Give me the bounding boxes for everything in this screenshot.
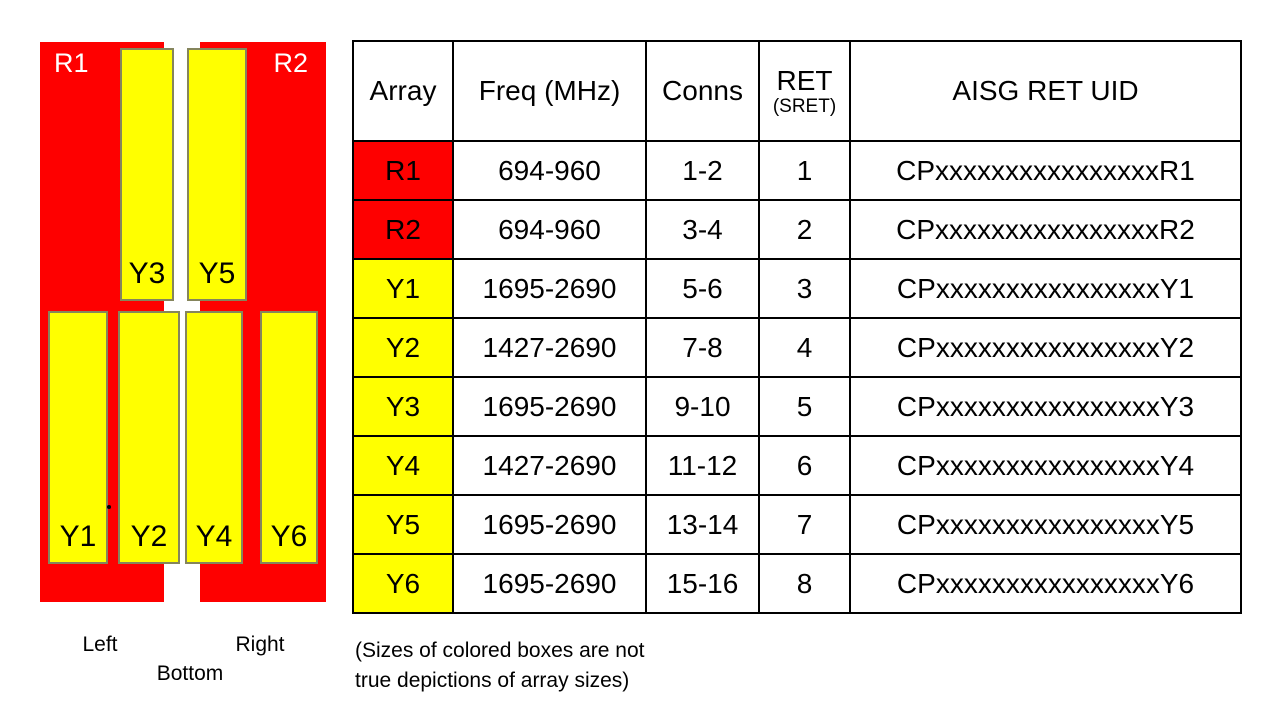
cell-conns: 13-14 (645, 494, 760, 555)
stray-dot-mark (107, 505, 111, 509)
cell-uid: CPxxxxxxxxxxxxxxxxY5 (849, 494, 1242, 555)
cell-ret: 8 (758, 553, 851, 614)
cell-array: R1 (352, 140, 454, 201)
orientation-label-left: Left (82, 633, 118, 656)
cell-array: Y5 (352, 494, 454, 555)
orientation-label-bottom: Bottom (156, 662, 224, 685)
cell-ret: 5 (758, 376, 851, 437)
array-spec-table: Array Freq (MHz) Conns RET (SRET) AISG R… (352, 40, 1242, 614)
note-line-1: (Sizes of colored boxes are not (355, 639, 645, 662)
cell-freq: 1695-2690 (452, 258, 647, 319)
table-row-y5: Y5 1695-2690 13-14 7 CPxxxxxxxxxxxxxxxxY… (352, 494, 1242, 555)
array-label-y5: Y5 (198, 257, 236, 290)
table-row-y3: Y3 1695-2690 9-10 5 CPxxxxxxxxxxxxxxxxY3 (352, 376, 1242, 437)
cell-array: Y3 (352, 376, 454, 437)
cell-uid: CPxxxxxxxxxxxxxxxxY3 (849, 376, 1242, 437)
array-label-r2: R2 (273, 48, 308, 78)
cell-array: Y2 (352, 317, 454, 378)
array-label-y4: Y4 (195, 520, 233, 553)
cell-conns: 5-6 (645, 258, 760, 319)
cell-array: Y1 (352, 258, 454, 319)
cell-ret: 4 (758, 317, 851, 378)
cell-array: R2 (352, 199, 454, 260)
cell-uid: CPxxxxxxxxxxxxxxxxY4 (849, 435, 1242, 496)
cell-freq: 1695-2690 (452, 494, 647, 555)
cell-uid: CPxxxxxxxxxxxxxxxxR2 (849, 199, 1242, 260)
cell-freq: 694-960 (452, 199, 647, 260)
table-row-y4: Y4 1427-2690 11-12 6 CPxxxxxxxxxxxxxxxxY… (352, 435, 1242, 496)
cell-conns: 3-4 (645, 199, 760, 260)
cell-freq: 694-960 (452, 140, 647, 201)
array-label-r1: R1 (54, 48, 89, 78)
array-box-y6: Y6 (260, 311, 318, 564)
cell-conns: 7-8 (645, 317, 760, 378)
array-box-y5: Y5 (187, 48, 247, 301)
cell-freq: 1427-2690 (452, 317, 647, 378)
header-conns: Conns (645, 40, 760, 142)
table-row-y2: Y2 1427-2690 7-8 4 CPxxxxxxxxxxxxxxxxY2 (352, 317, 1242, 378)
header-uid: AISG RET UID (849, 40, 1242, 142)
cell-array: Y6 (352, 553, 454, 614)
header-ret-line2: (SRET) (772, 95, 837, 117)
cell-freq: 1427-2690 (452, 435, 647, 496)
cell-uid: CPxxxxxxxxxxxxxxxxR1 (849, 140, 1242, 201)
cell-uid: CPxxxxxxxxxxxxxxxxY6 (849, 553, 1242, 614)
note-line-2: true depictions of array sizes) (355, 669, 630, 692)
table-row-r1: R1 694-960 1-2 1 CPxxxxxxxxxxxxxxxxR1 (352, 140, 1242, 201)
cell-ret: 3 (758, 258, 851, 319)
header-ret: RET (SRET) (758, 40, 851, 142)
cell-freq: 1695-2690 (452, 376, 647, 437)
table-row-y1: Y1 1695-2690 5-6 3 CPxxxxxxxxxxxxxxxxY1 (352, 258, 1242, 319)
cell-array: Y4 (352, 435, 454, 496)
cell-uid: CPxxxxxxxxxxxxxxxxY2 (849, 317, 1242, 378)
array-label-y1: Y1 (59, 520, 97, 553)
cell-ret: 1 (758, 140, 851, 201)
header-array: Array (352, 40, 454, 142)
array-box-y4: Y4 (185, 311, 243, 564)
cell-conns: 15-16 (645, 553, 760, 614)
cell-conns: 11-12 (645, 435, 760, 496)
cell-ret: 2 (758, 199, 851, 260)
table-header-row: Array Freq (MHz) Conns RET (SRET) AISG R… (352, 40, 1242, 142)
orientation-label-right: Right (235, 633, 285, 656)
header-freq: Freq (MHz) (452, 40, 647, 142)
size-disclaimer-note: (Sizes of colored boxes are not true dep… (355, 636, 735, 696)
antenna-array-diagram: R1 R2 Y3 Y5 Y1 Y2 Y4 Y6 Left Right Botto… (0, 0, 350, 720)
array-box-y1: Y1 (48, 311, 108, 564)
array-label-y2: Y2 (130, 520, 168, 553)
cell-freq: 1695-2690 (452, 553, 647, 614)
cell-ret: 7 (758, 494, 851, 555)
array-box-y2: Y2 (118, 311, 180, 564)
cell-conns: 9-10 (645, 376, 760, 437)
array-box-y3: Y3 (120, 48, 174, 301)
array-label-y3: Y3 (128, 257, 166, 290)
array-label-y6: Y6 (270, 520, 308, 553)
cell-uid: CPxxxxxxxxxxxxxxxxY1 (849, 258, 1242, 319)
table-row-r2: R2 694-960 3-4 2 CPxxxxxxxxxxxxxxxxR2 (352, 199, 1242, 260)
cell-ret: 6 (758, 435, 851, 496)
cell-conns: 1-2 (645, 140, 760, 201)
table-row-y6: Y6 1695-2690 15-16 8 CPxxxxxxxxxxxxxxxxY… (352, 553, 1242, 614)
header-ret-line1: RET (776, 64, 833, 96)
